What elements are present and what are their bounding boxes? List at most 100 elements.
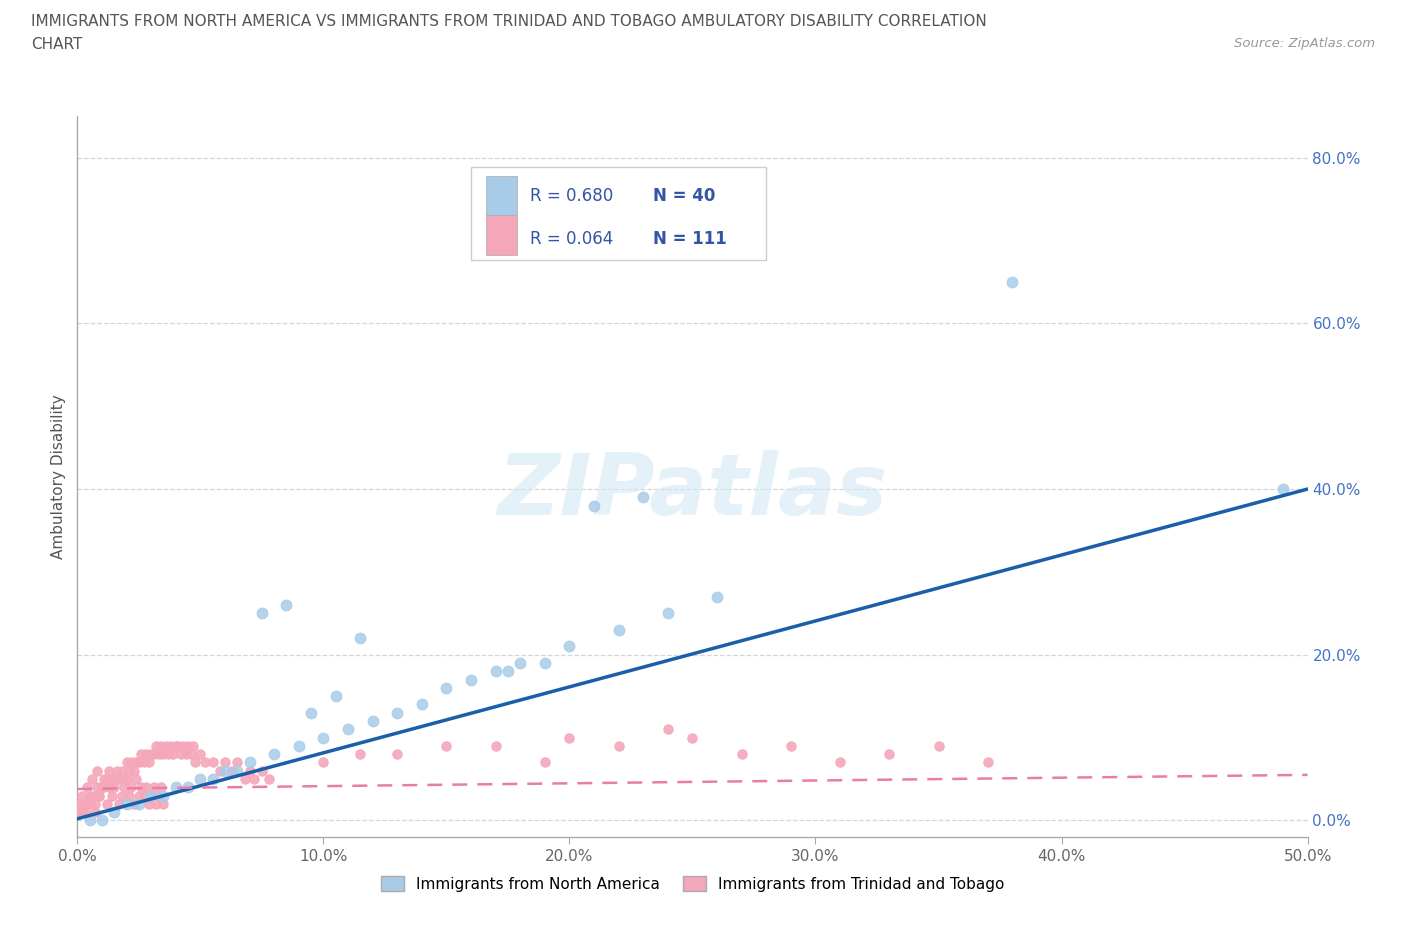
Point — [73, 796, 96, 811]
Point — [180, 747, 202, 762]
Point — [239, 764, 262, 778]
Point — [221, 764, 243, 778]
Point — [115, 796, 138, 811]
Point — [128, 755, 150, 770]
Point — [239, 755, 262, 770]
Point — [105, 764, 128, 778]
Text: N = 40: N = 40 — [654, 187, 716, 206]
Point — [152, 747, 174, 762]
Text: R = 0.680: R = 0.680 — [530, 187, 613, 206]
Point — [108, 796, 131, 811]
Point — [135, 747, 157, 762]
Point — [337, 722, 360, 737]
Point — [460, 672, 482, 687]
Point — [233, 772, 256, 787]
Point — [141, 788, 163, 803]
Point — [780, 738, 803, 753]
Point — [129, 780, 153, 795]
Point — [79, 796, 101, 811]
Point — [436, 681, 458, 696]
Point — [583, 498, 606, 513]
Point — [103, 772, 125, 787]
Point — [276, 598, 298, 613]
Point — [132, 788, 155, 803]
Point — [138, 796, 160, 811]
Point — [977, 755, 1000, 770]
Point — [184, 755, 207, 770]
Point — [141, 788, 163, 803]
Point — [105, 772, 128, 787]
Point — [90, 813, 114, 828]
Point — [150, 780, 173, 795]
Point — [177, 780, 200, 795]
Point — [167, 738, 190, 753]
Point — [349, 747, 371, 762]
Point — [201, 755, 224, 770]
Text: IMMIGRANTS FROM NORTH AMERICA VS IMMIGRANTS FROM TRINIDAD AND TOBAGO AMBULATORY : IMMIGRANTS FROM NORTH AMERICA VS IMMIGRA… — [31, 14, 987, 29]
Point — [657, 605, 679, 620]
Point — [209, 764, 232, 778]
Point — [98, 780, 121, 795]
Point — [103, 780, 125, 795]
Point — [69, 796, 91, 811]
Point — [250, 764, 273, 778]
Point — [145, 738, 167, 753]
Point — [121, 755, 143, 770]
Point — [129, 747, 153, 762]
Point — [101, 772, 124, 787]
Point — [188, 747, 212, 762]
Point — [82, 788, 104, 803]
Point — [349, 631, 371, 645]
Point — [607, 622, 630, 637]
Point — [135, 780, 157, 795]
Point — [879, 747, 901, 762]
Point — [299, 705, 322, 720]
Point — [312, 755, 335, 770]
Text: R = 0.064: R = 0.064 — [530, 230, 613, 247]
Point — [101, 788, 124, 803]
Point — [226, 755, 249, 770]
Point — [125, 772, 148, 787]
Point — [160, 738, 183, 753]
Text: N = 111: N = 111 — [654, 230, 727, 247]
Text: Source: ZipAtlas.com: Source: ZipAtlas.com — [1234, 37, 1375, 50]
Point — [89, 788, 111, 803]
Point — [112, 780, 135, 795]
Point — [558, 639, 581, 654]
Point — [89, 788, 111, 803]
Point — [96, 796, 118, 811]
Point — [115, 755, 138, 770]
Point — [288, 738, 311, 753]
Point — [83, 804, 105, 819]
Point — [93, 772, 115, 787]
Point — [76, 796, 98, 811]
Point — [128, 796, 150, 811]
Point — [86, 780, 108, 795]
Bar — [486, 215, 516, 255]
Point — [325, 689, 347, 704]
Point — [682, 730, 704, 745]
Point — [928, 738, 950, 753]
Point — [214, 755, 236, 770]
Point — [657, 722, 679, 737]
Point — [188, 772, 212, 787]
Point — [128, 788, 150, 803]
Point — [1001, 274, 1024, 289]
Point — [436, 738, 458, 753]
Point — [496, 664, 519, 679]
Point — [73, 804, 96, 819]
Point — [103, 804, 125, 819]
Point — [177, 738, 200, 753]
Point — [79, 788, 101, 803]
Point — [115, 772, 138, 787]
FancyBboxPatch shape — [471, 166, 766, 260]
Point — [142, 747, 165, 762]
Legend: Immigrants from North America, Immigrants from Trinidad and Tobago: Immigrants from North America, Immigrant… — [374, 870, 1011, 897]
Point — [111, 788, 132, 803]
Point — [98, 764, 121, 778]
Point — [122, 796, 145, 811]
Point — [312, 730, 335, 745]
Point — [607, 738, 630, 753]
Text: ZIPatlas: ZIPatlas — [498, 449, 887, 533]
Point — [165, 780, 187, 795]
